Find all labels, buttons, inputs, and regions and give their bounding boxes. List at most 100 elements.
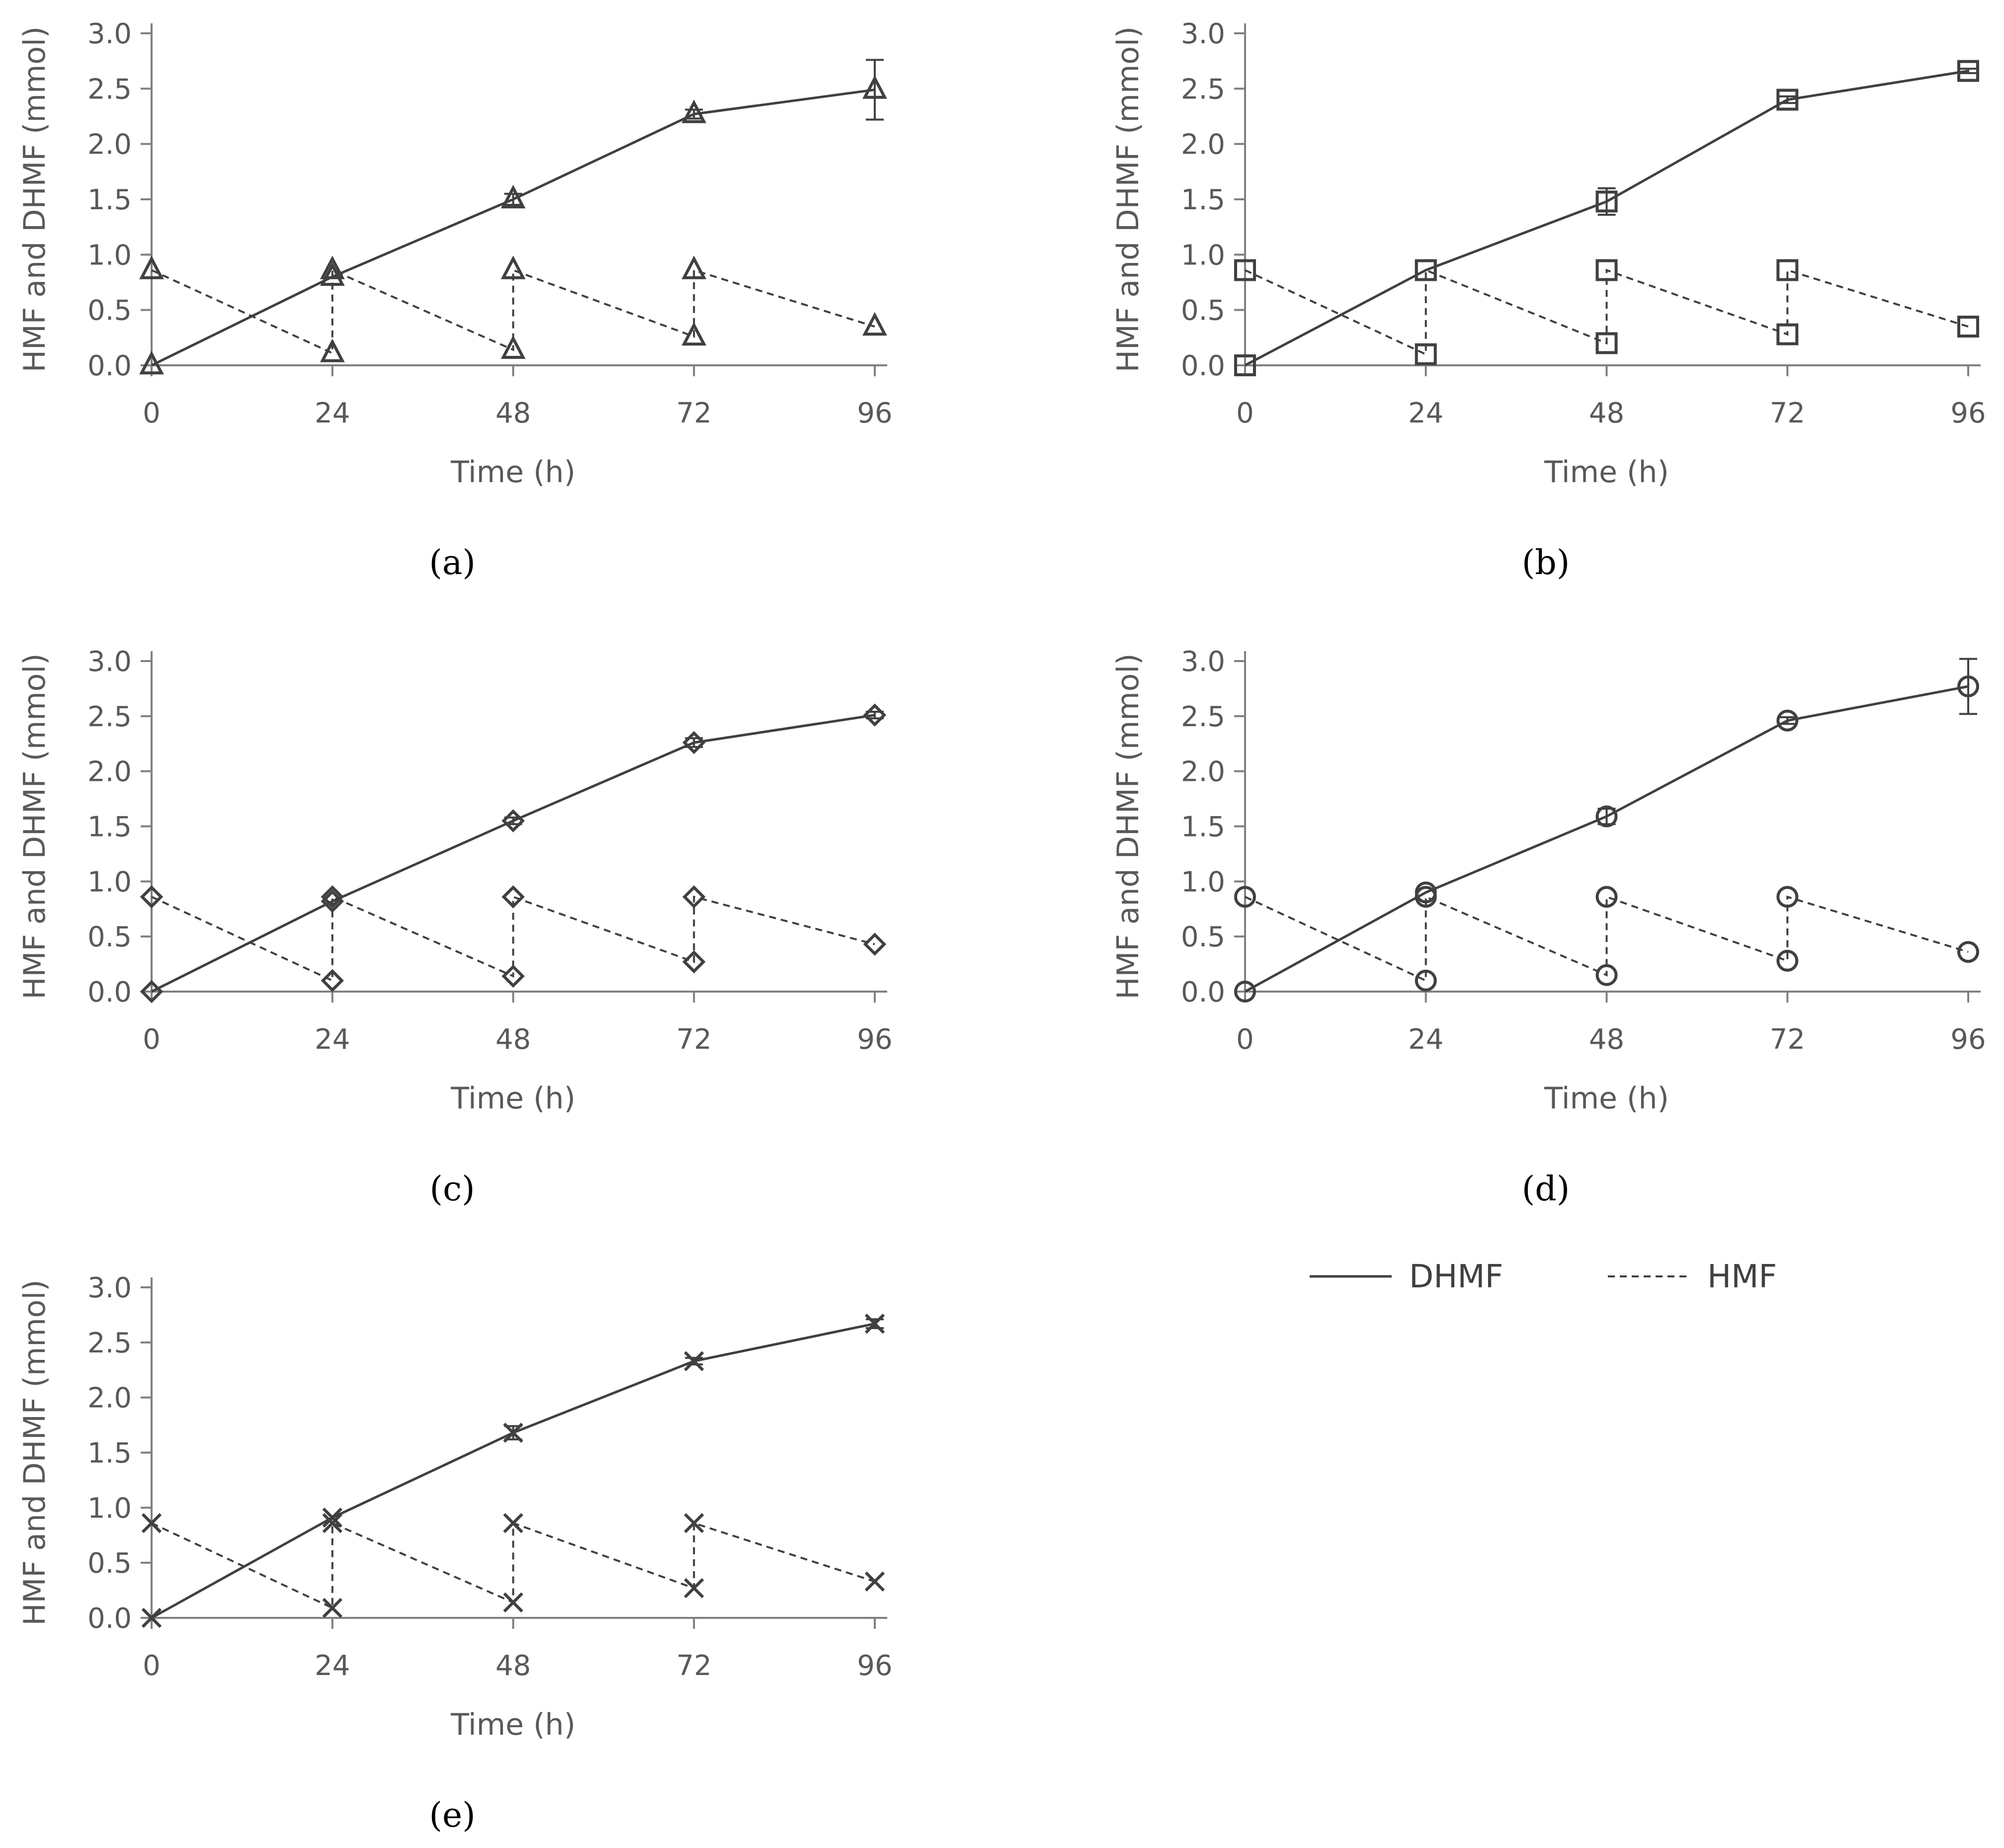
point-hmf <box>1595 259 1618 281</box>
y-tick-label: 1.5 <box>1181 811 1225 843</box>
y-axis-title: HMF and DHMF (mmol) <box>17 1279 52 1625</box>
x-tick-label: 24 <box>315 1023 350 1056</box>
point-dhmf <box>322 1508 342 1528</box>
x-tick-label: 96 <box>1950 1023 1986 1056</box>
x-tick-label: 24 <box>1408 1023 1443 1056</box>
y-tick-label: 2.5 <box>87 1327 132 1359</box>
point-hmf <box>501 255 526 279</box>
point-hmf <box>1234 886 1256 908</box>
point-dhmf <box>1957 60 1979 82</box>
x-axis-title: Time (h) <box>1544 455 1669 490</box>
point-hmf <box>503 1513 523 1533</box>
point-hmf <box>321 969 344 993</box>
y-tick-label: 2.0 <box>87 756 132 788</box>
x-tick-label: 48 <box>496 397 531 429</box>
point-dhmf <box>862 75 887 99</box>
point-dhmf <box>501 184 526 209</box>
point-hmf <box>1776 949 1799 972</box>
y-tick-label: 3.0 <box>87 18 132 50</box>
x-tick-label: 24 <box>315 1650 350 1682</box>
chart-panel-5: 0.0 0.5 1.0 1.5 2.0 2.5 3.0 0 24 48 72 96 Time (h) HM… <box>17 1272 893 1835</box>
x-tick-label: 48 <box>1589 397 1624 429</box>
error-bar <box>685 108 703 120</box>
point-dhmf <box>863 703 887 727</box>
point-hmf <box>681 322 707 346</box>
x-tick-label: 96 <box>857 1023 892 1056</box>
legend: DHMF HMF <box>1310 1259 1777 1295</box>
point-dhmf <box>141 1607 162 1628</box>
y-tick-label: 0.5 <box>87 1547 132 1580</box>
point-hmf <box>1776 259 1799 281</box>
y-tick-label: 2.5 <box>87 73 132 105</box>
point-hmf <box>320 255 345 279</box>
x-tick-label: 96 <box>857 1650 892 1682</box>
point-hmf <box>140 885 164 909</box>
y-tick-label: 0.0 <box>1181 976 1225 1008</box>
x-tick-label: 0 <box>143 1023 161 1056</box>
y-tick-label: 0.5 <box>87 921 132 953</box>
point-hmf <box>501 964 525 988</box>
error-bar <box>866 59 884 121</box>
y-tick-label: 1.5 <box>87 1437 132 1470</box>
point-hmf <box>1415 259 1437 281</box>
y-axis-title: HMF and DHMF (mmol) <box>1111 653 1146 999</box>
point-hmf <box>1595 964 1618 986</box>
point-hmf <box>501 335 526 359</box>
point-hmf <box>681 255 707 279</box>
series-line-dhmf <box>1244 685 1969 993</box>
point-hmf <box>684 1513 704 1533</box>
point-hmf <box>321 885 344 909</box>
y-axis-title: HMF and DHMF (mmol) <box>1111 26 1146 372</box>
point-hmf <box>139 255 164 279</box>
y-tick-label: 0.5 <box>87 295 132 327</box>
series-line-hmf <box>1245 895 1969 982</box>
y-tick-label: 0.0 <box>87 976 132 1008</box>
series-line-hmf <box>151 268 875 355</box>
point-dhmf <box>139 350 164 375</box>
y-tick-label: 0.0 <box>87 1602 132 1635</box>
chart-panel-3: 0.0 0.5 1.0 1.5 2.0 2.5 3.0 0 24 48 72 96 Time (h) HM… <box>17 646 893 1209</box>
point-hmf <box>1957 941 1979 963</box>
point-dhmf <box>1595 190 1618 213</box>
x-tick-label: 24 <box>315 397 350 429</box>
point-hmf <box>863 932 887 956</box>
y-axis-title: HMF and DHMF (mmol) <box>17 26 52 372</box>
y-tick-label: 3.0 <box>1181 646 1225 678</box>
point-hmf <box>1595 332 1618 354</box>
point-dhmf <box>1595 805 1618 828</box>
point-hmf <box>1415 886 1437 908</box>
x-tick-label: 72 <box>676 1650 712 1682</box>
point-hmf <box>1595 886 1618 908</box>
x-tick-label: 0 <box>143 397 161 429</box>
x-tick-label: 0 <box>1236 1023 1254 1056</box>
error-bar <box>1778 95 1797 104</box>
panel-label: (b) <box>1522 543 1570 583</box>
y-tick-label: 0.5 <box>1181 921 1225 953</box>
point-hmf <box>141 1513 162 1533</box>
series-line-hmf <box>1245 268 1969 356</box>
point-hmf <box>1957 316 1979 338</box>
panel-label: (a) <box>429 543 476 583</box>
x-axis-title: Time (h) <box>450 1081 576 1116</box>
point-dhmf <box>681 99 707 123</box>
x-tick-label: 72 <box>676 1023 712 1056</box>
point-hmf <box>503 1592 523 1613</box>
y-tick-label: 2.0 <box>1181 129 1225 161</box>
x-axis-title: Time (h) <box>450 455 576 490</box>
x-tick-label: 48 <box>1589 1023 1624 1056</box>
point-dhmf <box>501 809 525 833</box>
x-tick-label: 96 <box>857 397 892 429</box>
y-tick-label: 1.5 <box>87 184 132 216</box>
x-tick-label: 24 <box>1408 397 1443 429</box>
x-tick-label: 48 <box>496 1023 531 1056</box>
point-dhmf <box>1234 981 1256 1003</box>
point-hmf <box>1776 323 1799 345</box>
y-tick-label: 1.0 <box>87 239 132 271</box>
y-tick-label: 1.5 <box>1181 184 1225 216</box>
y-tick-label: 3.0 <box>1181 18 1225 50</box>
point-dhmf <box>1234 354 1256 376</box>
point-hmf <box>682 885 706 909</box>
y-tick-label: 2.5 <box>87 701 132 733</box>
point-hmf <box>1776 886 1799 908</box>
